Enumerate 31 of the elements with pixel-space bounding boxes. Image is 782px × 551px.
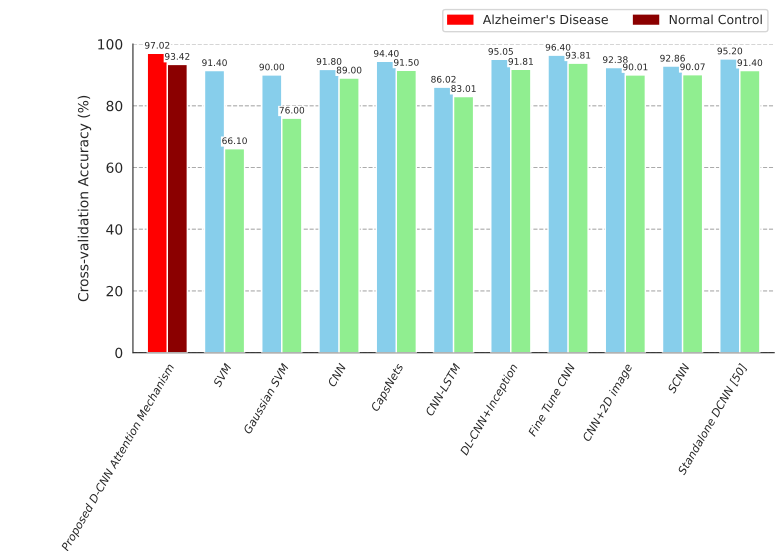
data-label: 97.02 <box>144 42 170 49</box>
data-label: 90.00 <box>259 64 284 70</box>
y-tick-label: 20 <box>106 286 122 296</box>
y-tick-label: 0 <box>115 348 122 358</box>
y-axis-title: Cross-validation Accuracy (%) <box>78 96 92 302</box>
data-label: 95.05 <box>488 48 513 55</box>
y-tick-label: 40 <box>106 224 122 235</box>
y-tick-label: 100 <box>98 39 122 50</box>
data-label: 89.00 <box>336 66 362 74</box>
y-tick-label: 80 <box>106 100 122 112</box>
data-label: 91.81 <box>508 58 533 65</box>
data-label: 92.38 <box>602 56 628 64</box>
data-label: 93.42 <box>164 53 190 60</box>
data-label: 86.02 <box>431 76 456 83</box>
data-label: 91.40 <box>202 59 227 66</box>
legend-label: Normal Control <box>670 14 762 24</box>
data-label: 83.01 <box>451 85 476 92</box>
y-tick-label: 60 <box>106 162 122 173</box>
data-label: 90.07 <box>680 63 705 70</box>
data-label: 96.40 <box>546 44 570 51</box>
data-label: 91.50 <box>394 58 419 66</box>
data-label: 91.40 <box>737 59 762 66</box>
data-label: 66.10 <box>222 137 247 144</box>
data-label: 93.81 <box>566 52 590 59</box>
data-label: 76.00 <box>280 106 304 114</box>
legend-label: Alzheimer's Disease <box>482 14 608 24</box>
data-label: 95.20 <box>717 48 742 54</box>
data-label: 90.01 <box>622 64 648 70</box>
data-label: 91.80 <box>316 58 342 65</box>
data-label: 92.86 <box>660 54 685 62</box>
data-label: 94.40 <box>374 50 399 57</box>
